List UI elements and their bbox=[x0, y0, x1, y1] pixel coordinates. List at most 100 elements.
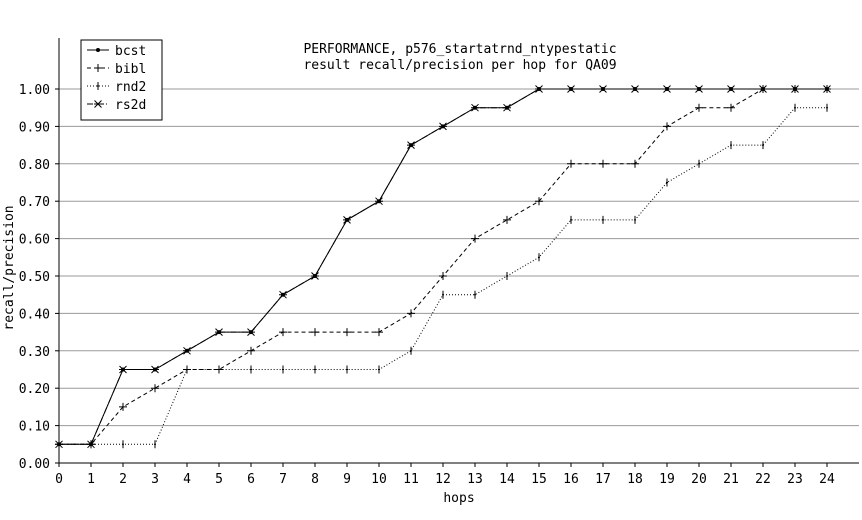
legend-label: bcst bbox=[115, 44, 146, 59]
data-point bbox=[471, 103, 479, 112]
data-point bbox=[247, 328, 255, 336]
legend-entry: bcst bbox=[87, 44, 146, 59]
y-tick-label: 0.20 bbox=[19, 382, 50, 397]
series-rs2d bbox=[55, 85, 831, 449]
y-tick-label: 0.80 bbox=[19, 158, 50, 173]
data-point bbox=[794, 103, 796, 112]
x-tick-label: 19 bbox=[659, 472, 675, 487]
x-axis-label: hops bbox=[443, 491, 474, 506]
axes bbox=[58, 38, 859, 464]
data-point bbox=[410, 346, 412, 355]
x-tick-label: 8 bbox=[311, 472, 319, 487]
data-point bbox=[570, 215, 572, 224]
data-point bbox=[506, 272, 508, 280]
legend-entry: rnd2 bbox=[87, 80, 146, 95]
x-tick-label: 24 bbox=[819, 472, 835, 487]
grid-lines bbox=[59, 88, 859, 427]
x-tick-label: 16 bbox=[563, 472, 579, 487]
data-point bbox=[442, 290, 444, 299]
data-point bbox=[503, 103, 511, 112]
x-tick-label: 7 bbox=[279, 472, 287, 487]
data-point bbox=[407, 309, 415, 318]
data-point bbox=[695, 85, 703, 93]
legend-label: bibl bbox=[115, 62, 146, 77]
data-point bbox=[282, 365, 284, 374]
series-rnd2 bbox=[58, 103, 828, 449]
data-point bbox=[730, 141, 732, 150]
data-point bbox=[94, 64, 102, 72]
data-point bbox=[375, 197, 383, 206]
data-point bbox=[279, 290, 287, 299]
data-point bbox=[97, 82, 99, 90]
x-tick-label: 12 bbox=[435, 472, 451, 487]
legend-entry: bibl bbox=[87, 62, 146, 77]
data-point bbox=[87, 440, 95, 449]
x-tick-label: 21 bbox=[723, 472, 739, 487]
data-point bbox=[698, 159, 700, 168]
y-tick-label: 0.60 bbox=[19, 233, 50, 248]
data-point bbox=[119, 402, 127, 411]
x-tick-label: 18 bbox=[627, 472, 643, 487]
chart-subtitle: result recall/precision per hop for QA09 bbox=[303, 58, 616, 73]
data-point bbox=[823, 85, 831, 93]
data-point bbox=[503, 215, 511, 224]
data-point bbox=[471, 234, 479, 243]
data-point bbox=[631, 159, 639, 168]
series-line bbox=[59, 88, 827, 445]
x-tick-label: 23 bbox=[787, 472, 803, 487]
data-point bbox=[151, 365, 159, 374]
data-point bbox=[631, 85, 639, 93]
x-tick-label: 2 bbox=[119, 472, 127, 487]
data-point bbox=[314, 365, 316, 374]
data-point bbox=[94, 100, 102, 108]
data-point bbox=[759, 85, 767, 93]
x-tick-label: 11 bbox=[403, 472, 419, 487]
data-point bbox=[378, 365, 380, 374]
x-tick-label: 13 bbox=[467, 472, 483, 487]
x-tick-label: 3 bbox=[151, 472, 159, 487]
data-point bbox=[439, 122, 447, 131]
data-point bbox=[567, 85, 575, 93]
data-point bbox=[474, 290, 476, 299]
data-point bbox=[119, 365, 127, 374]
data-point bbox=[279, 328, 287, 337]
x-tick-labels: 0 1 2 3 4 5 6 7 8 9 10 11 12 13 14 15 16 17 18 19 20 21 22 23 24 bbox=[55, 463, 835, 487]
data-point bbox=[343, 216, 351, 224]
legend-entry: rs2d bbox=[87, 98, 146, 113]
data-point bbox=[151, 384, 159, 393]
data-point bbox=[727, 85, 735, 93]
x-tick-label: 14 bbox=[499, 472, 515, 487]
data-point bbox=[567, 159, 575, 168]
y-tick-label: 0.40 bbox=[19, 307, 50, 322]
y-tick-label: 0.50 bbox=[19, 270, 50, 285]
data-point bbox=[663, 85, 671, 93]
legend-box bbox=[80, 39, 163, 121]
data-point bbox=[663, 122, 671, 131]
data-point bbox=[599, 159, 607, 168]
y-tick-label: 0.90 bbox=[19, 120, 50, 135]
data-point bbox=[634, 215, 636, 224]
x-tick-label: 22 bbox=[755, 472, 771, 487]
series-line bbox=[59, 88, 827, 445]
x-tick-label: 15 bbox=[531, 472, 547, 487]
y-tick-label: 0.70 bbox=[19, 195, 50, 210]
data-point bbox=[695, 103, 703, 112]
data-point bbox=[791, 85, 799, 93]
x-tick-label: 17 bbox=[595, 472, 611, 487]
legend-label: rs2d bbox=[115, 98, 146, 113]
series-bibl bbox=[55, 85, 831, 449]
x-tick-label: 9 bbox=[343, 472, 351, 487]
x-tick-label: 6 bbox=[247, 472, 255, 487]
data-point bbox=[826, 103, 828, 112]
data-point bbox=[311, 328, 319, 337]
x-tick-label: 1 bbox=[87, 472, 95, 487]
data-point bbox=[439, 272, 447, 280]
legend: bcst bibl rnd2 rs2d bbox=[80, 39, 163, 121]
data-point bbox=[122, 440, 124, 449]
x-tick-label: 10 bbox=[371, 472, 387, 487]
data-point bbox=[250, 365, 252, 374]
data-point bbox=[602, 215, 604, 224]
data-point bbox=[666, 178, 668, 187]
y-tick-labels: 0.00 0.10 0.20 0.30 0.40 0.50 0.60 0.70 0.80 0.90… bbox=[19, 83, 59, 472]
